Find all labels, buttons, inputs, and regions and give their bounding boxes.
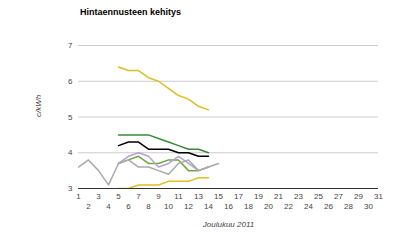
svg-text:5: 5 bbox=[68, 113, 73, 122]
svg-text:1: 1 bbox=[76, 192, 81, 201]
svg-text:4: 4 bbox=[106, 202, 111, 211]
svg-text:23: 23 bbox=[294, 192, 303, 201]
svg-text:29: 29 bbox=[354, 192, 363, 201]
svg-text:7: 7 bbox=[136, 192, 141, 201]
svg-text:11: 11 bbox=[174, 192, 183, 201]
svg-text:31: 31 bbox=[374, 192, 383, 201]
svg-text:22: 22 bbox=[284, 202, 293, 211]
svg-text:4: 4 bbox=[68, 148, 73, 157]
svg-text:6: 6 bbox=[126, 202, 131, 211]
svg-text:21: 21 bbox=[274, 192, 283, 201]
svg-text:15: 15 bbox=[214, 192, 223, 201]
html-text:Hintaennusteen kehitys: Hintaennusteen kehitys bbox=[80, 7, 181, 17]
svg-text:3: 3 bbox=[96, 192, 101, 201]
svg-text:2: 2 bbox=[86, 202, 91, 211]
svg-text:12: 12 bbox=[184, 202, 193, 211]
svg-text:17: 17 bbox=[234, 192, 243, 201]
svg-text:18: 18 bbox=[244, 202, 253, 211]
svg-text:28: 28 bbox=[344, 202, 353, 211]
svg-text:24: 24 bbox=[304, 202, 313, 211]
svg-text:20: 20 bbox=[264, 202, 273, 211]
svg-text:10: 10 bbox=[164, 202, 173, 211]
svg-text:c/kWh: c/kWh bbox=[34, 94, 43, 117]
svg-text:26: 26 bbox=[324, 202, 333, 211]
svg-text:27: 27 bbox=[334, 192, 343, 201]
svg-text:14: 14 bbox=[204, 202, 213, 211]
svg-text:9: 9 bbox=[156, 192, 161, 201]
svg-text:8: 8 bbox=[146, 202, 151, 211]
svg-text:3: 3 bbox=[68, 184, 73, 193]
svg-text:25: 25 bbox=[314, 192, 323, 201]
svg-text:13: 13 bbox=[194, 192, 203, 201]
svg-text:30: 30 bbox=[364, 202, 373, 211]
svg-text:Joulukuu 2011: Joulukuu 2011 bbox=[202, 220, 254, 229]
svg-text:19: 19 bbox=[254, 192, 263, 201]
svg-text:5: 5 bbox=[116, 192, 121, 201]
svg-text:6: 6 bbox=[68, 77, 73, 86]
svg-text:16: 16 bbox=[224, 202, 233, 211]
svg-text:7: 7 bbox=[68, 41, 73, 50]
